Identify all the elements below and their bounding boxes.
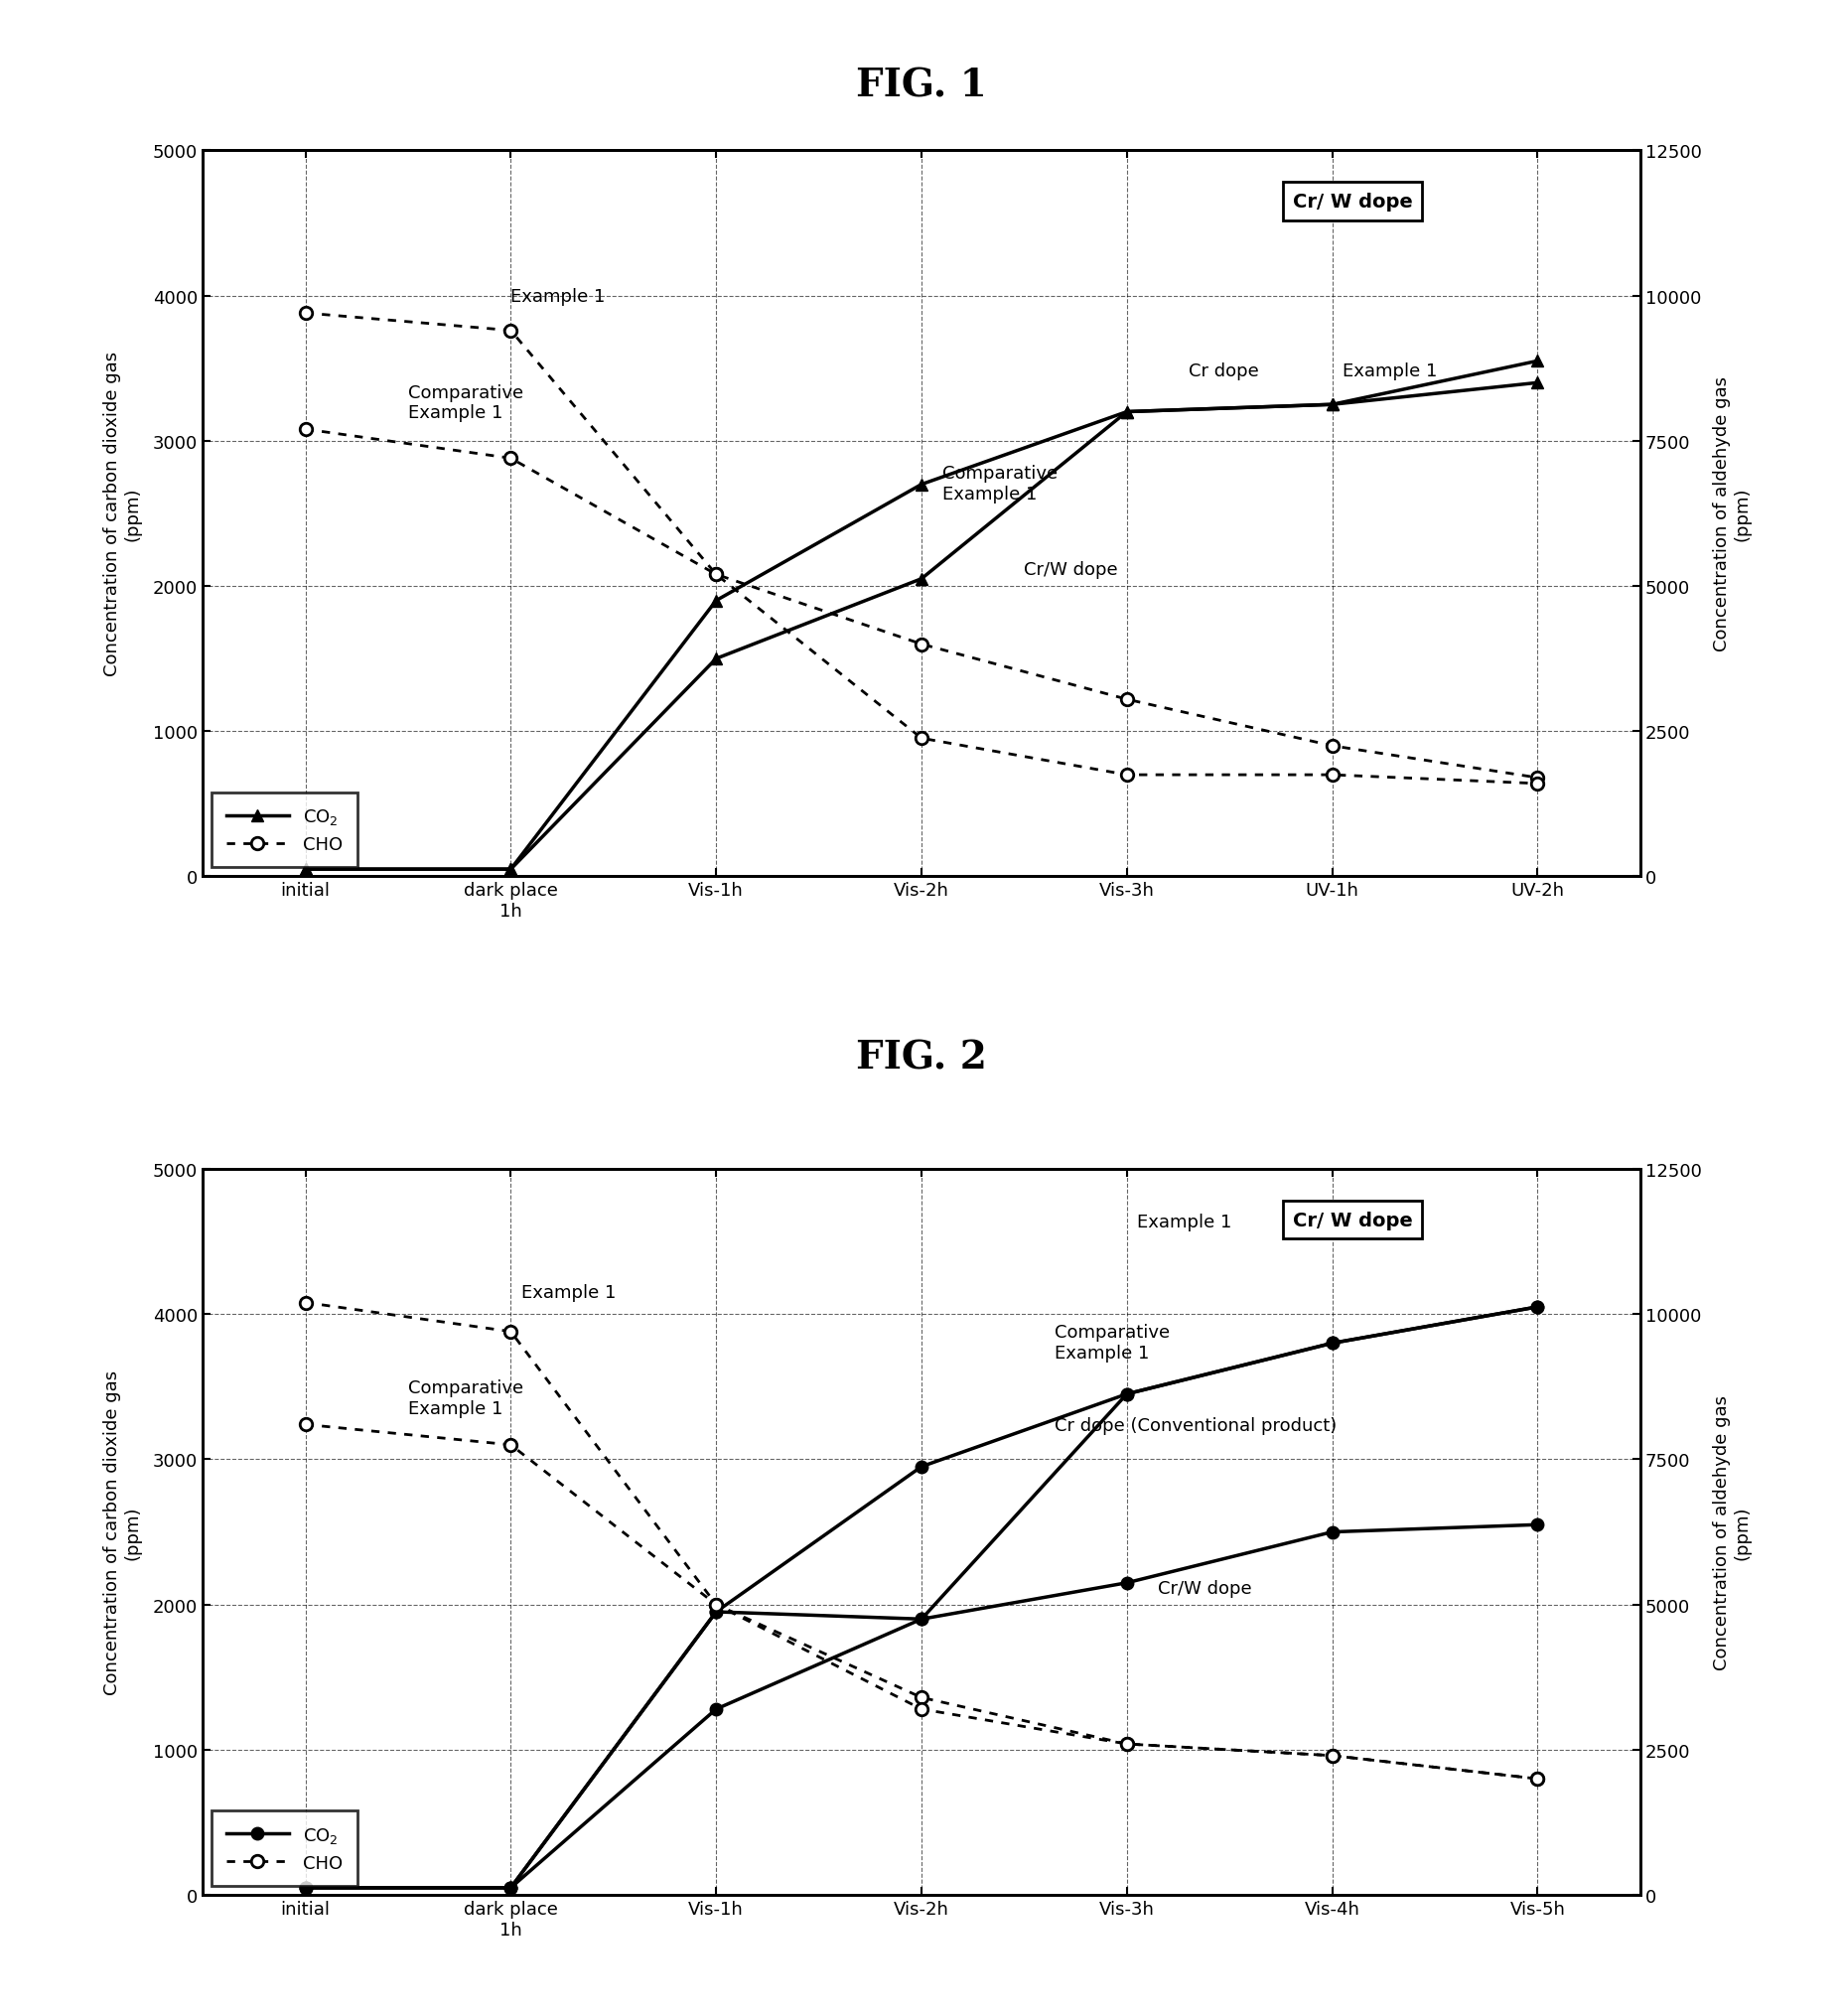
Legend: CO$_2$, CHO: CO$_2$, CHO bbox=[212, 1810, 357, 1887]
Y-axis label: Concentration of carbon dioxide gas
(ppm): Concentration of carbon dioxide gas (ppm… bbox=[103, 351, 142, 677]
Text: Cr dope: Cr dope bbox=[1188, 363, 1258, 381]
Text: Example 1: Example 1 bbox=[1341, 363, 1437, 381]
Y-axis label: Concentration of aldehyde gas
(ppm): Concentration of aldehyde gas (ppm) bbox=[1711, 377, 1750, 651]
Text: Cr/W dope: Cr/W dope bbox=[1157, 1579, 1251, 1597]
Text: Cr/ W dope: Cr/ W dope bbox=[1291, 194, 1413, 212]
Text: Comparative
Example 1: Comparative Example 1 bbox=[407, 383, 523, 421]
Y-axis label: Concentration of carbon dioxide gas
(ppm): Concentration of carbon dioxide gas (ppm… bbox=[103, 1369, 142, 1695]
Text: Cr/W dope: Cr/W dope bbox=[1024, 560, 1118, 579]
Text: Comparative
Example 1: Comparative Example 1 bbox=[941, 466, 1057, 504]
Text: FIG. 1: FIG. 1 bbox=[857, 67, 985, 105]
Text: Comparative
Example 1: Comparative Example 1 bbox=[1054, 1322, 1170, 1363]
Text: Example 1: Example 1 bbox=[510, 288, 606, 306]
Text: Cr dope (Conventional product): Cr dope (Conventional product) bbox=[1054, 1417, 1337, 1435]
Legend: CO$_2$, CHO: CO$_2$, CHO bbox=[212, 792, 357, 869]
Text: Example 1: Example 1 bbox=[1137, 1214, 1230, 1232]
Text: Cr/ W dope: Cr/ W dope bbox=[1291, 1212, 1413, 1230]
Text: FIG. 2: FIG. 2 bbox=[855, 1038, 987, 1077]
Text: Example 1: Example 1 bbox=[521, 1282, 615, 1300]
Y-axis label: Concentration of aldehyde gas
(ppm): Concentration of aldehyde gas (ppm) bbox=[1711, 1395, 1750, 1669]
Text: Comparative
Example 1: Comparative Example 1 bbox=[407, 1379, 523, 1417]
